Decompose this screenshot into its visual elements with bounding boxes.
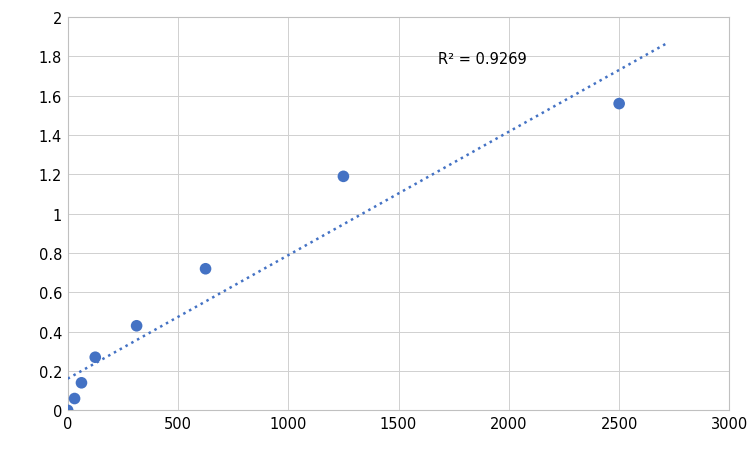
Text: R² = 0.9269: R² = 0.9269 bbox=[438, 51, 527, 66]
Point bbox=[75, 379, 87, 387]
Point bbox=[199, 266, 211, 273]
Point bbox=[338, 173, 350, 180]
Point bbox=[131, 322, 143, 330]
Point bbox=[613, 101, 625, 108]
Point bbox=[62, 407, 74, 414]
Point bbox=[68, 395, 80, 402]
Point bbox=[89, 354, 102, 361]
